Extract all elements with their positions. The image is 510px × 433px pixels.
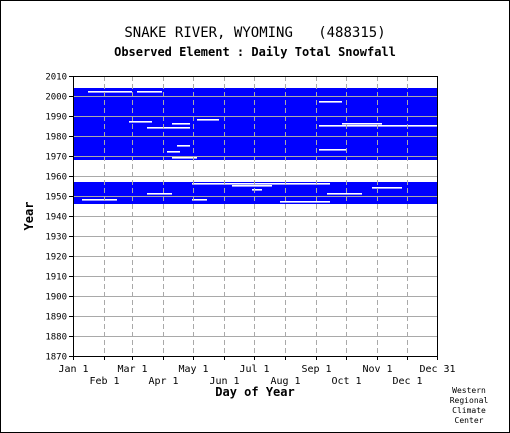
y-tick-label: 2010: [45, 73, 67, 83]
y-tick-label: 2000: [45, 93, 67, 103]
missing-data-gap: [167, 151, 180, 153]
x-tick-label: Nov 1: [362, 364, 392, 375]
missing-data-gap: [192, 199, 207, 201]
x-tick-label: Feb 1: [89, 376, 119, 387]
missing-data-gap: [372, 187, 402, 189]
missing-data-gap: [172, 157, 197, 159]
chart-subtitle: Observed Element : Daily Total Snowfall: [114, 45, 396, 59]
x-tick-label: Dec 1: [392, 376, 422, 387]
missing-data-gap: [197, 119, 219, 121]
y-tick-label: 1980: [45, 133, 67, 143]
missing-data-gap: [129, 121, 152, 123]
x-tick-label: Dec 31: [419, 364, 455, 375]
missing-data-gap: [147, 193, 172, 195]
y-tick-label: 1880: [45, 333, 67, 343]
credit-line: Climate: [452, 406, 486, 415]
y-tick-label: 1910: [45, 273, 67, 283]
y-tick-label: 1970: [45, 153, 67, 163]
x-tick-label: Sep 1: [301, 364, 331, 375]
plot-frame: [73, 76, 438, 357]
missing-data-gap: [88, 91, 132, 93]
missing-data-gap: [147, 127, 190, 129]
x-tick-label: Jun 1: [209, 376, 239, 387]
credit-line: Western: [452, 386, 486, 395]
y-tick-label: 1900: [45, 293, 67, 303]
y-tick-label: 1940: [45, 213, 67, 223]
missing-data-gap: [137, 91, 162, 93]
y-axis-title: Year: [22, 202, 36, 231]
x-tick-label: Aug 1: [270, 376, 300, 387]
missing-data-gap: [327, 193, 362, 195]
missing-data-gap: [319, 149, 347, 151]
x-tick-label: Jan 1: [58, 364, 88, 375]
x-tick-label: Mar 1: [117, 364, 147, 375]
x-tick-label: Apr 1: [148, 376, 178, 387]
missing-data-gap: [82, 199, 117, 201]
missing-data-gap: [319, 101, 342, 103]
missing-data-gap: [192, 183, 330, 185]
chart-title: SNAKE RIVER, WYOMING (488315): [124, 25, 386, 41]
y-tick-label: 1870: [45, 353, 67, 363]
y-tick-label: 1890: [45, 313, 67, 323]
y-tick-label: 1990: [45, 113, 67, 123]
x-tick-label: Jul 1: [239, 364, 269, 375]
y-tick-label: 1920: [45, 253, 67, 263]
credit-line: Center: [454, 416, 484, 425]
missing-data-gap: [232, 185, 272, 187]
missing-data-gap: [252, 189, 262, 191]
missing-data-gap: [342, 123, 382, 125]
x-tick-label: Oct 1: [331, 376, 361, 387]
missing-data-gap: [177, 145, 190, 147]
y-tick-label: 1950: [45, 193, 67, 203]
x-tick-label: May 1: [178, 364, 208, 375]
credit-block: Western Regional Climate Center: [439, 386, 499, 426]
y-tick-label: 1960: [45, 173, 67, 183]
y-tick-label: 1930: [45, 233, 67, 243]
credit-line: Regional: [449, 396, 489, 405]
missing-data-gap: [280, 201, 330, 203]
missing-data-gap: [172, 123, 190, 125]
x-axis-title: Day of Year: [215, 385, 294, 399]
